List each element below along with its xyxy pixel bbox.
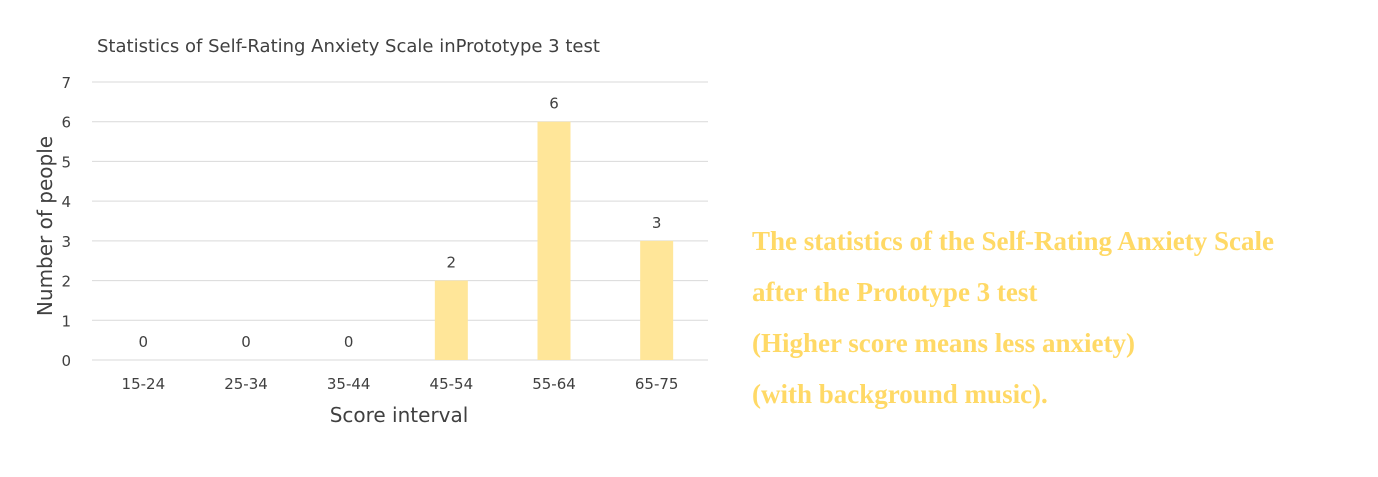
data-label: 0 bbox=[241, 333, 251, 351]
bar-chart: Statistics of Self-Rating Anxiety Scale … bbox=[33, 36, 708, 427]
caption-line-2: after the Prototype 3 test bbox=[752, 277, 1038, 307]
data-label: 3 bbox=[652, 214, 662, 232]
y-tick-label: 6 bbox=[61, 114, 71, 132]
bar-65-75 bbox=[640, 240, 674, 360]
data-labels: 0 0 0 2 6 3 bbox=[139, 95, 662, 351]
x-tick-label: 65-75 bbox=[635, 375, 679, 393]
caption-line-1: The statistics of the Self-Rating Anxiet… bbox=[752, 226, 1274, 256]
x-tick-label: 25-34 bbox=[224, 375, 268, 393]
x-axis-ticks: 15-24 25-34 35-44 45-54 55-64 65-75 bbox=[122, 375, 679, 393]
x-tick-label: 35-44 bbox=[327, 375, 371, 393]
data-label: 2 bbox=[447, 254, 457, 272]
x-tick-label: 15-24 bbox=[122, 375, 166, 393]
y-tick-label: 2 bbox=[61, 273, 71, 291]
caption-line-4: (with background music). bbox=[752, 379, 1048, 409]
x-tick-label: 45-54 bbox=[430, 375, 474, 393]
x-axis-label: Score interval bbox=[330, 403, 469, 427]
data-label: 0 bbox=[139, 333, 149, 351]
y-tick-label: 0 bbox=[61, 352, 71, 370]
y-axis-label: Number of people bbox=[33, 136, 57, 316]
y-tick-label: 1 bbox=[61, 312, 71, 330]
chart-title: Statistics of Self-Rating Anxiety Scale … bbox=[97, 36, 600, 57]
y-axis-ticks: 0 1 2 3 4 5 6 7 bbox=[61, 74, 71, 370]
data-label: 6 bbox=[549, 95, 559, 113]
gridlines bbox=[92, 81, 708, 361]
bar-55-64 bbox=[537, 121, 571, 360]
x-tick-label: 55-64 bbox=[532, 375, 576, 393]
y-tick-label: 7 bbox=[61, 74, 71, 92]
y-tick-label: 3 bbox=[61, 233, 71, 251]
chart-caption: The statistics of the Self-Rating Anxiet… bbox=[752, 216, 1362, 420]
data-label: 0 bbox=[344, 333, 354, 351]
y-tick-label: 4 bbox=[61, 193, 71, 211]
bar-45-54 bbox=[434, 280, 468, 360]
caption-line-3: (Higher score means less anxiety) bbox=[752, 328, 1135, 358]
bars bbox=[434, 121, 674, 360]
y-tick-label: 5 bbox=[61, 153, 71, 171]
